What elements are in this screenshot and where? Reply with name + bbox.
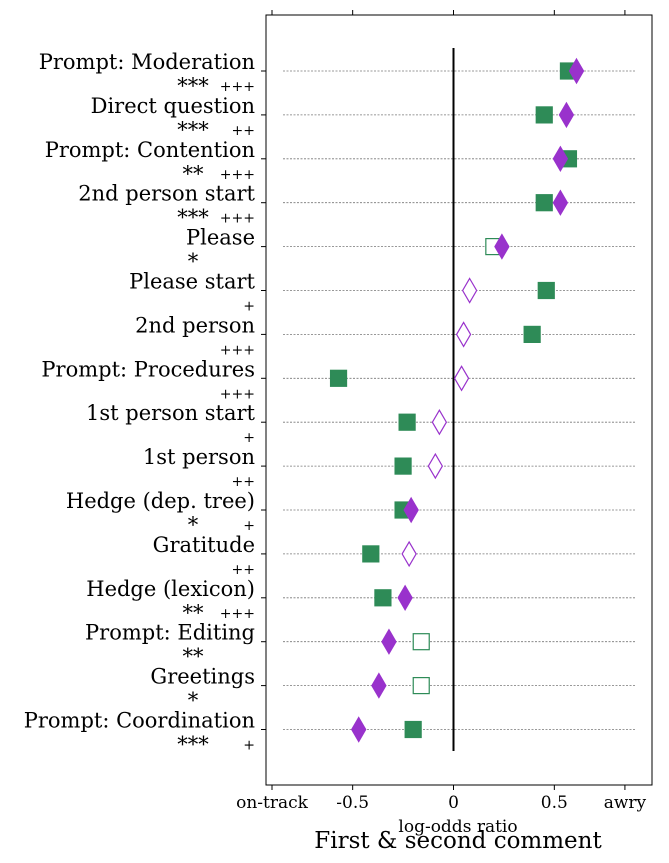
significance-plus: +++ (220, 342, 255, 358)
x-tick-label: awry (604, 793, 647, 813)
x-tick-label: -0.5 (336, 793, 369, 813)
second-comment-marker (552, 145, 569, 172)
chart-title: First & second comment (314, 828, 602, 854)
row-label: Direct question (91, 94, 255, 118)
first-comment-marker (394, 457, 412, 475)
data-markers (329, 57, 585, 743)
significance-plus: + (243, 430, 255, 446)
second-comment-marker (455, 321, 472, 348)
second-comment-marker (427, 452, 444, 480)
row-label: Prompt: Contention (45, 138, 255, 162)
significance-stars: *** (177, 74, 209, 98)
first-comment-marker (523, 325, 541, 343)
row-label: Please start (129, 270, 255, 294)
row-label: 2nd person (135, 313, 255, 337)
row-label: Prompt: Editing (85, 621, 255, 645)
first-comment-marker (535, 106, 553, 124)
significance-stars: *** (177, 733, 209, 757)
significance-plus: +++ (220, 79, 255, 95)
second-comment-marker (431, 409, 448, 436)
row-label: Hedge (dep. tree) (66, 489, 255, 513)
significance-plus: + (243, 299, 255, 315)
significance-plus: +++ (220, 167, 255, 183)
first-comment-marker (535, 194, 553, 212)
significance-stars: * (188, 513, 199, 537)
significance-plus: +++ (220, 386, 255, 402)
significance-plus: ++ (232, 474, 255, 490)
row-label: Prompt: Procedures (41, 357, 255, 381)
first-comment-marker (362, 545, 380, 563)
row-gridlines (261, 70, 635, 730)
row-label: Please (186, 226, 255, 250)
row-label: Gratitude (153, 533, 255, 557)
x-tick-label: 0 (448, 793, 459, 813)
second-comment-marker (351, 716, 367, 743)
significance-plus: + (243, 518, 255, 534)
row-label: 2nd person start (78, 182, 255, 206)
significance-stars: ** (183, 601, 205, 625)
row-label: Hedge (lexicon) (86, 577, 255, 601)
row-label: Prompt: Moderation (39, 50, 255, 74)
first-comment-marker (412, 676, 430, 695)
significance-stars: * (188, 689, 199, 713)
second-comment-marker (494, 233, 510, 260)
significance-stars: * (188, 250, 199, 274)
second-comment-marker (403, 496, 419, 524)
first-comment-marker (412, 633, 430, 651)
significance-stars: ** (183, 645, 205, 669)
x-tick-label: on-track (236, 793, 309, 813)
second-comment-marker (381, 628, 397, 655)
significance-plus: ++ (232, 562, 255, 578)
x-axis-label: log-odds ratio (398, 817, 517, 837)
significance-plus: +++ (220, 606, 255, 622)
second-comment-marker (453, 365, 470, 392)
second-comment-marker (397, 584, 413, 611)
first-comment-marker (398, 413, 416, 431)
significance-plus: +++ (220, 211, 255, 227)
second-comment-marker (552, 189, 569, 216)
plot-frame (265, 14, 653, 786)
significance-plus: ++ (232, 123, 255, 139)
first-comment-marker (374, 589, 392, 607)
second-comment-marker (568, 57, 585, 85)
row-label: Prompt: Coordination (24, 709, 255, 733)
x-tick-label: 0.5 (541, 793, 568, 813)
second-comment-marker (461, 277, 478, 304)
significance-stars: ** (183, 162, 205, 186)
x-axis-ticks: on-track -0.5 0 0.5 awry (236, 10, 647, 813)
significance-stars: *** (177, 118, 209, 142)
first-comment-marker (404, 720, 422, 739)
second-comment-marker (401, 540, 417, 568)
significance-plus: + (243, 738, 255, 754)
row-label: 1st person start (86, 401, 256, 425)
second-comment-marker (371, 672, 387, 699)
row-label: Greetings (150, 665, 255, 689)
row-label: 1st person (143, 445, 255, 469)
second-comment-marker (558, 101, 575, 129)
first-comment-marker (537, 281, 555, 300)
significance-stars: *** (177, 206, 209, 230)
row-labels: Prompt: Moderation*** +++Direct question*… (24, 50, 256, 757)
first-comment-marker (329, 369, 348, 387)
